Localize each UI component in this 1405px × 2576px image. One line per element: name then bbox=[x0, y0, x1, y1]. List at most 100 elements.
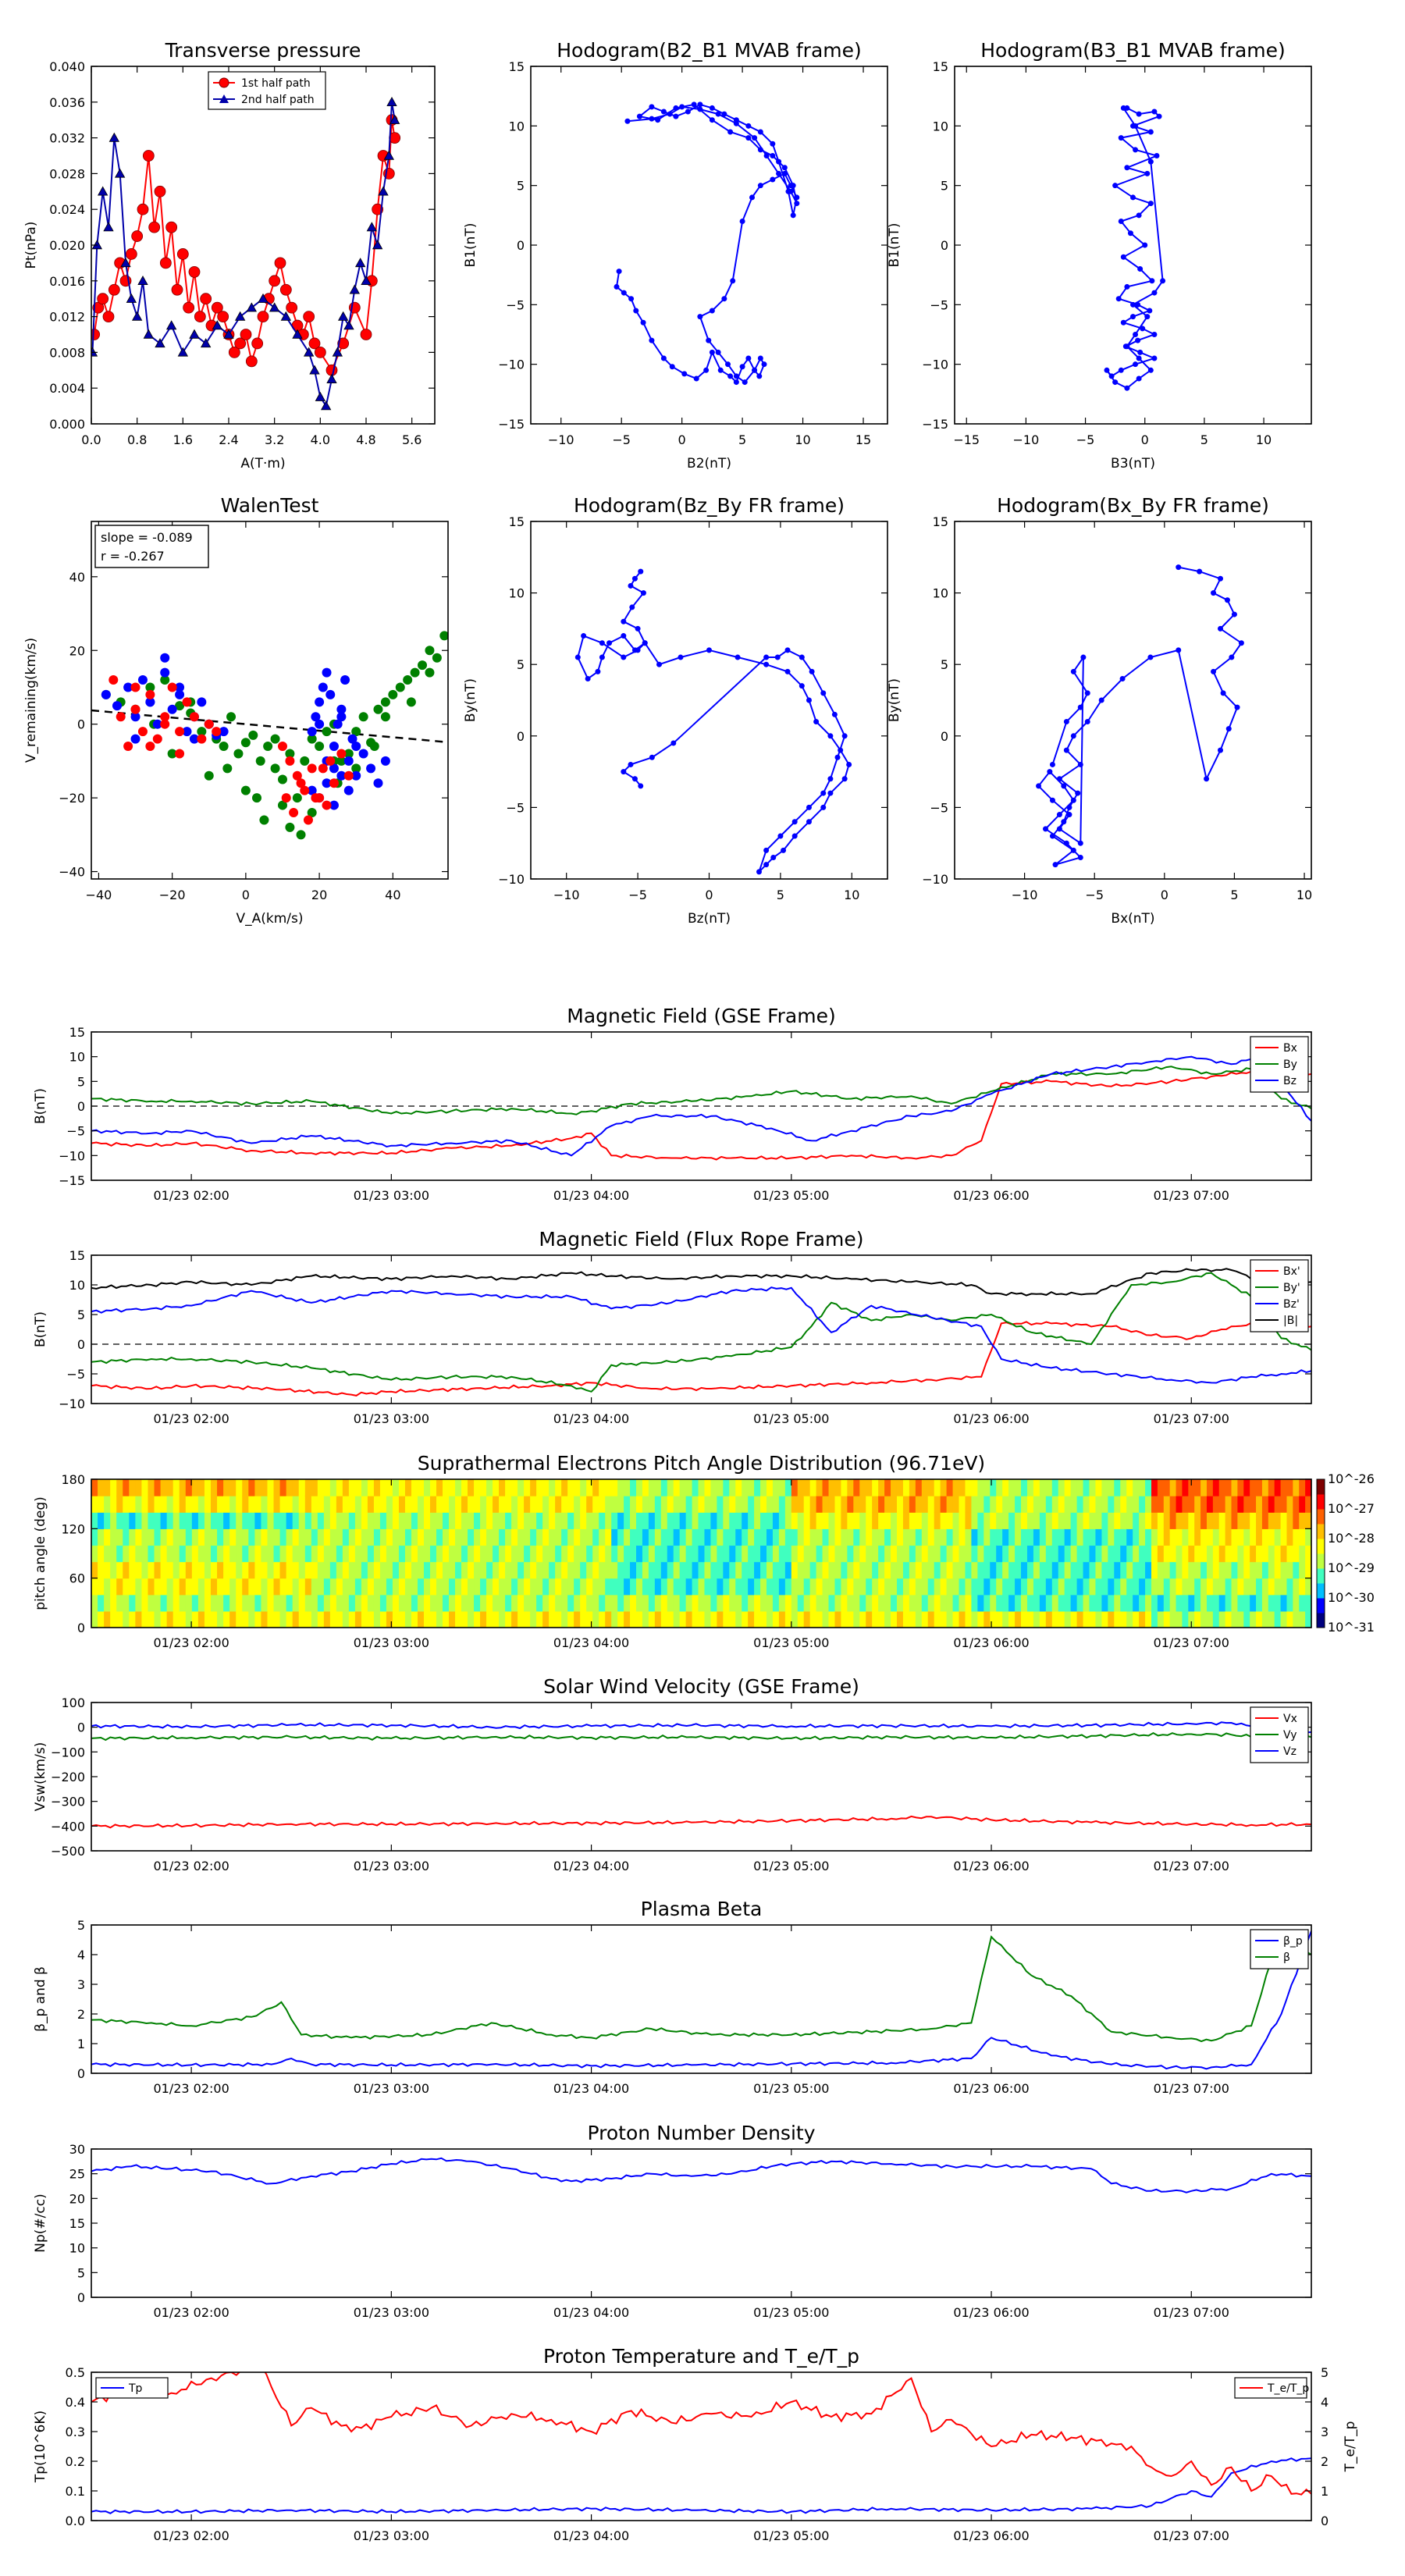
heatmap-cell bbox=[1145, 1578, 1152, 1596]
data-point bbox=[1211, 590, 1217, 596]
heatmap-cell bbox=[493, 1496, 500, 1513]
data-point bbox=[332, 347, 343, 357]
heatmap-cell bbox=[921, 1545, 929, 1563]
heatmap-cell bbox=[261, 1528, 269, 1546]
x-tick-label: −10 bbox=[1013, 432, 1040, 447]
heatmap-cell bbox=[386, 1561, 393, 1579]
heatmap-cell bbox=[449, 1528, 456, 1546]
heatmap-cell bbox=[1083, 1496, 1090, 1513]
data-point bbox=[418, 660, 428, 671]
heatmap-cell bbox=[1157, 1578, 1165, 1596]
heatmap-cell bbox=[878, 1561, 885, 1579]
heatmap-cell bbox=[129, 1594, 136, 1612]
heatmap-cell bbox=[185, 1594, 193, 1612]
heatmap-cell bbox=[292, 1561, 300, 1579]
y-tick-label: −500 bbox=[51, 1844, 85, 1859]
heatmap-cell bbox=[248, 1479, 255, 1496]
heatmap-cell bbox=[443, 1479, 450, 1496]
data-point bbox=[633, 308, 639, 314]
x-tick-label: 0 bbox=[705, 888, 713, 902]
series-line-0 bbox=[91, 2457, 1311, 2514]
data-point bbox=[670, 740, 677, 746]
heatmap-cell bbox=[404, 1545, 412, 1563]
data-point bbox=[175, 682, 185, 692]
heatmap-cell bbox=[921, 1610, 929, 1628]
heatmap-cell bbox=[1015, 1578, 1022, 1596]
heatmap-cell bbox=[1151, 1479, 1158, 1496]
heatmap-cell bbox=[866, 1479, 873, 1496]
y-tick-label: 20 bbox=[69, 2191, 85, 2206]
heatmap-cell bbox=[493, 1561, 500, 1579]
heatmap-cell bbox=[417, 1528, 425, 1546]
heatmap-cell bbox=[1089, 1528, 1097, 1546]
y-axis-label: B(nT) bbox=[33, 1088, 48, 1124]
data-point bbox=[212, 320, 223, 330]
data-point bbox=[655, 117, 661, 123]
heatmap-cell bbox=[1076, 1594, 1084, 1612]
data-point bbox=[373, 778, 383, 788]
heatmap-cell bbox=[1064, 1561, 1072, 1579]
data-point bbox=[681, 371, 688, 377]
heatmap-cell bbox=[1231, 1512, 1238, 1529]
heatmap-cell bbox=[791, 1479, 799, 1496]
legend-marker bbox=[219, 77, 229, 88]
heatmap-cell bbox=[1076, 1528, 1084, 1546]
heatmap-cell bbox=[1070, 1528, 1078, 1546]
series-line-2 bbox=[91, 1721, 1311, 1734]
legend-label: Bx bbox=[1283, 1042, 1297, 1055]
data-point bbox=[343, 770, 354, 781]
data-point bbox=[1118, 135, 1124, 141]
x-tick-label: 01/23 07:00 bbox=[1154, 1411, 1229, 1426]
heatmap-cell bbox=[329, 1578, 337, 1596]
heatmap-cell bbox=[760, 1594, 767, 1612]
data-point bbox=[343, 749, 354, 759]
x-tick-label: 01/23 07:00 bbox=[1154, 1859, 1229, 1873]
heatmap-cell bbox=[1225, 1545, 1232, 1563]
heatmap-cell bbox=[311, 1479, 318, 1496]
data-point bbox=[97, 186, 108, 196]
heatmap-cell bbox=[173, 1479, 180, 1496]
heatmap-cell bbox=[1169, 1496, 1177, 1513]
heatmap-cell bbox=[1305, 1561, 1311, 1579]
heatmap-cell bbox=[1293, 1496, 1300, 1513]
plot-frame bbox=[91, 1254, 1312, 1404]
data-point bbox=[1220, 690, 1226, 696]
heatmap-cell bbox=[511, 1578, 518, 1596]
heatmap-cell bbox=[1064, 1594, 1072, 1612]
heatmap-cell bbox=[766, 1610, 774, 1628]
heatmap-cell bbox=[317, 1594, 325, 1612]
heatmap-cell bbox=[934, 1545, 941, 1563]
heatmap-cell bbox=[267, 1594, 275, 1612]
heatmap-cell bbox=[248, 1594, 255, 1612]
y-tick-label: 0.040 bbox=[49, 59, 85, 74]
heatmap-cell bbox=[1305, 1512, 1311, 1529]
plot-area bbox=[91, 1930, 1311, 2070]
y-tick-label: 0 bbox=[517, 729, 525, 744]
heatmap-cell bbox=[373, 1578, 381, 1596]
heatmap-cell bbox=[685, 1561, 693, 1579]
data-point bbox=[343, 320, 354, 330]
heatmap-cell bbox=[429, 1528, 437, 1546]
heatmap-cell bbox=[1182, 1496, 1189, 1513]
heatmap-cell bbox=[461, 1578, 468, 1596]
heatmap-cell bbox=[1237, 1496, 1244, 1513]
heatmap-cell bbox=[135, 1610, 143, 1628]
heatmap-cell bbox=[859, 1512, 866, 1529]
heatmap-cell bbox=[336, 1528, 343, 1546]
heatmap-cell bbox=[952, 1545, 960, 1563]
heatmap-cell bbox=[116, 1561, 123, 1579]
data-point bbox=[318, 682, 328, 692]
data-point bbox=[130, 682, 140, 692]
heatmap-cell bbox=[915, 1578, 923, 1596]
heatmap-cell bbox=[685, 1610, 693, 1628]
heatmap-cell bbox=[847, 1512, 854, 1529]
heatmap-cell bbox=[927, 1545, 935, 1563]
heatmap-cell bbox=[654, 1512, 662, 1529]
heatmap-cell bbox=[436, 1496, 443, 1513]
data-point bbox=[1136, 375, 1142, 382]
heatmap-cell bbox=[1108, 1561, 1115, 1579]
heatmap-cell bbox=[518, 1479, 525, 1496]
heatmap-cell bbox=[154, 1479, 162, 1496]
heatmap-cell bbox=[698, 1479, 706, 1496]
data-point bbox=[311, 793, 321, 803]
